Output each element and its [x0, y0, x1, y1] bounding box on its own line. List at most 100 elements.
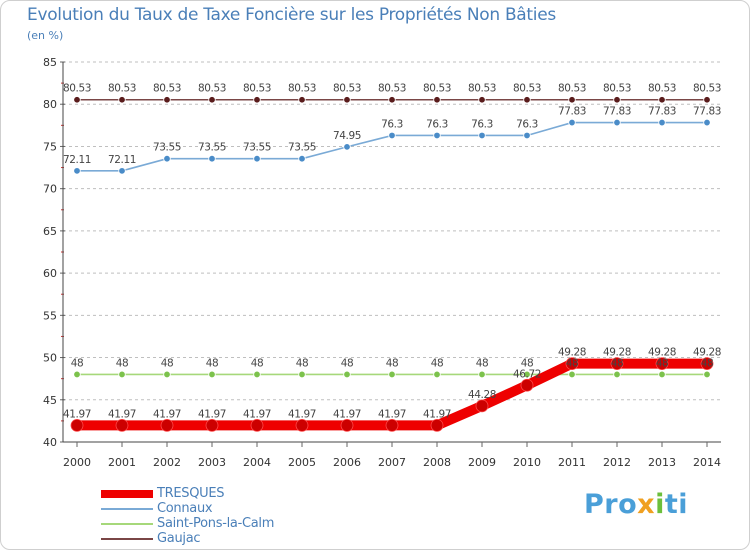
data-point [163, 96, 171, 104]
x-tick-label: 2003 [198, 456, 226, 469]
data-point [568, 370, 576, 379]
data-point [73, 370, 81, 379]
chart-unit-label: (en %) [27, 29, 64, 42]
legend-swatch [101, 489, 153, 498]
data-label: 80.53 [603, 83, 631, 95]
data-label: 76.3 [516, 118, 538, 130]
data-label: 49.28 [603, 347, 631, 359]
y-tick-label: 55 [43, 309, 57, 322]
data-point [433, 370, 441, 379]
data-label: 48 [611, 357, 624, 369]
data-label: 48 [566, 357, 579, 369]
data-point [343, 143, 351, 151]
data-label: 49.28 [693, 347, 721, 359]
series-lines [70, 96, 714, 432]
data-point [430, 418, 444, 432]
data-point [703, 96, 711, 104]
data-label: 76.3 [426, 118, 448, 130]
data-label: 48 [701, 357, 714, 369]
data-point [388, 370, 396, 379]
data-label: 80.53 [648, 83, 676, 95]
x-tick-label: 2005 [288, 456, 316, 469]
data-label: 80.53 [198, 83, 226, 95]
data-label: 80.53 [63, 83, 91, 95]
data-label: 48 [431, 357, 444, 369]
data-label: 80.53 [288, 83, 316, 95]
data-label: 73.55 [243, 142, 271, 154]
data-point [70, 418, 84, 432]
legend-swatch [101, 522, 153, 525]
data-point [523, 370, 531, 379]
data-label: 49.28 [558, 347, 586, 359]
x-tick-label: 2002 [153, 456, 181, 469]
legend-label: TRESQUES [157, 486, 225, 501]
y-tick-label: 85 [43, 56, 57, 69]
logo-part-ti: ti [664, 489, 689, 520]
legend-swatch [101, 537, 153, 540]
data-point [115, 418, 129, 432]
data-point [385, 418, 399, 432]
y-tick-label: 60 [43, 267, 57, 280]
axes: 40 45 50 55 60 65 70 75 80 85 2000 2001 2002 2003 2004… [43, 56, 721, 469]
data-point [478, 96, 486, 104]
data-point [160, 418, 174, 432]
data-point [613, 118, 621, 127]
data-point [658, 370, 666, 379]
x-tick-label: 2007 [378, 456, 406, 469]
x-tick-label: 2009 [468, 456, 496, 469]
data-label: 80.53 [693, 83, 721, 95]
data-point [118, 167, 126, 175]
data-point [655, 357, 669, 371]
x-tick-label: 2001 [108, 456, 136, 469]
data-point [118, 96, 126, 104]
legend-label: Saint-Pons-la-Calm [157, 516, 275, 531]
data-label: 48 [206, 357, 219, 369]
data-point [253, 96, 261, 104]
data-point [388, 96, 396, 104]
data-label: 77.83 [603, 106, 631, 118]
x-tick-label: 2011 [558, 456, 586, 469]
data-label: 80.53 [378, 83, 406, 95]
data-point [523, 131, 531, 140]
data-point [163, 154, 171, 163]
data-label: 46.72 [513, 368, 541, 380]
logo-part-i: i [655, 489, 665, 520]
data-point [610, 357, 624, 371]
legend-label: Gaujac [157, 531, 201, 546]
legend-item: Saint-Pons-la-Calm [101, 516, 274, 531]
data-label: 76.3 [471, 118, 493, 130]
data-label: 73.55 [153, 142, 181, 154]
x-tick-label: 2004 [243, 456, 271, 469]
data-label: 80.53 [423, 83, 451, 95]
grid-lines [63, 61, 721, 401]
data-point [703, 370, 711, 379]
data-point [613, 370, 621, 379]
data-label: 48 [476, 357, 489, 369]
logo-part-x: x [637, 489, 656, 520]
data-label: 80.53 [243, 83, 271, 95]
data-point [658, 96, 666, 104]
data-label: 48 [386, 357, 399, 369]
data-point [613, 96, 621, 104]
data-label: 49.28 [648, 347, 676, 359]
data-point [433, 96, 441, 104]
data-point [340, 418, 354, 432]
data-label: 41.97 [243, 408, 271, 420]
x-tick-label: 2014 [693, 456, 721, 469]
data-point [295, 418, 309, 432]
data-point [433, 131, 441, 140]
data-label: 41.97 [153, 408, 181, 420]
data-point [565, 357, 579, 371]
legend-item: Connaux [101, 501, 274, 516]
data-label: 48 [341, 357, 354, 369]
data-label: 48 [521, 357, 534, 369]
data-label: 80.53 [153, 83, 181, 95]
y-tick-label: 75 [43, 140, 57, 153]
data-label: 41.97 [423, 408, 451, 420]
data-point [163, 370, 171, 379]
data-label: 77.83 [693, 106, 721, 118]
data-point [703, 118, 711, 127]
data-point [298, 370, 306, 379]
data-point [523, 96, 531, 104]
